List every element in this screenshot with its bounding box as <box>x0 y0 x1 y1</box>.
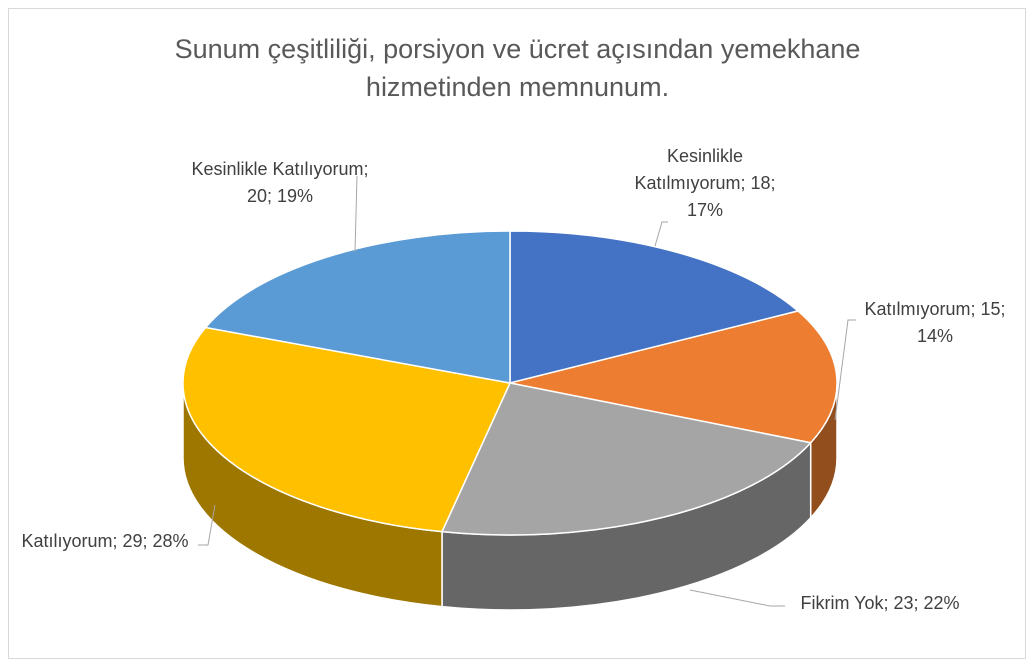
slice <box>182 326 512 533</box>
data-label: Katılmıyorum; 15; 14% <box>864 299 1006 346</box>
slice <box>440 382 813 536</box>
chart-title: Sunum çeşitliliği, porsiyon ve ücret açı… <box>174 34 861 102</box>
leader-line <box>834 319 856 421</box>
leader-line <box>354 175 358 253</box>
leader-line <box>654 221 668 247</box>
chart-border <box>8 8 1026 659</box>
leader-line <box>198 504 216 546</box>
data-label: Kesinlikle Katılmıyorum; 18; 17% <box>634 146 776 220</box>
slice <box>509 310 838 444</box>
slice <box>204 230 511 384</box>
slice <box>509 230 800 384</box>
data-label: Kesinlikle Katılıyorum; 20; 19% <box>191 159 369 206</box>
data-label: Fikrim Yok; 23; 22% <box>800 593 960 613</box>
data-label: Katılıyorum; 29; 28% <box>21 531 189 551</box>
leader-line <box>689 589 785 607</box>
